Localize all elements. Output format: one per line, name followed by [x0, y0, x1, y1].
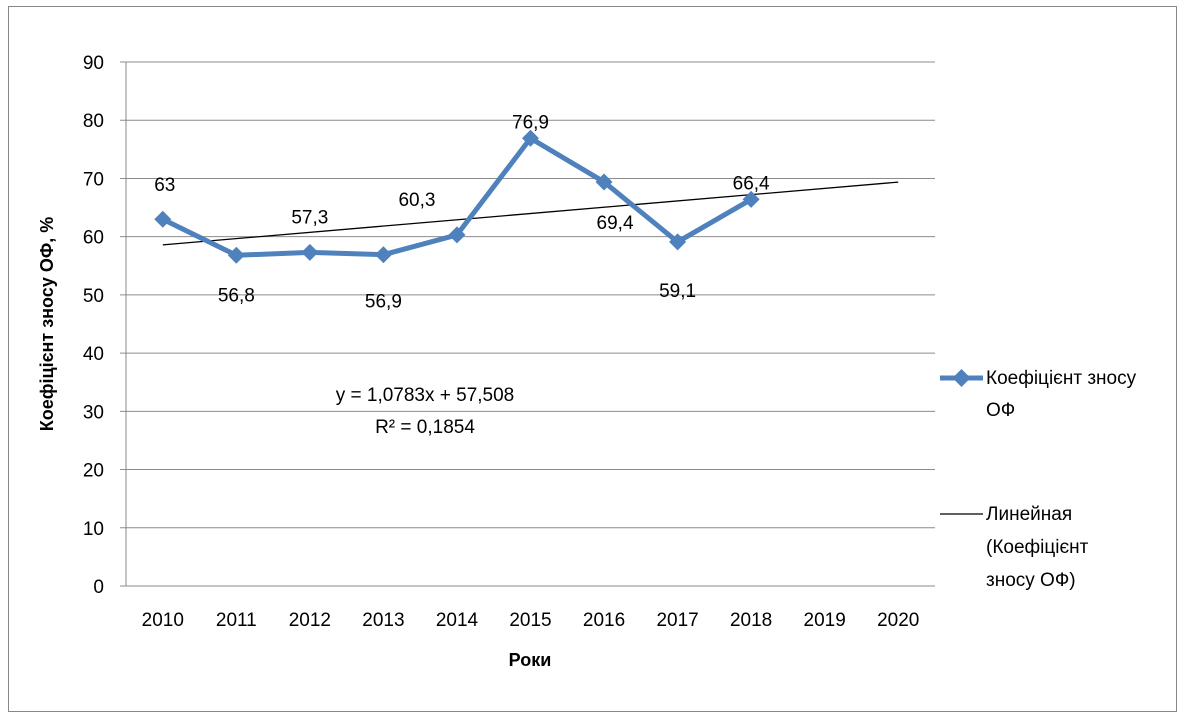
x-tick-label: 2012	[289, 610, 331, 631]
data-point-marker	[301, 243, 319, 261]
x-tick-label: 2013	[362, 610, 404, 631]
y-tick-labels: 0 10 20 30 40 50 60 70 80 90	[83, 53, 104, 598]
data-label: 57,3	[291, 207, 328, 228]
data-label: 63	[154, 175, 175, 196]
data-label: 56,8	[218, 285, 255, 306]
y-axis-title: Коефіцієнт зносу ОФ, %	[37, 217, 57, 431]
trendline-line	[162, 181, 899, 246]
legend-trendline-label-line1: Линейная	[986, 504, 1072, 525]
x-tick-labels: 2010 2011 2012 2013 2014 2015 2016 2017 2018 2019…	[142, 610, 920, 631]
x-tick-label: 2016	[583, 610, 625, 631]
data-label: 59,1	[659, 281, 696, 302]
data-label: 66,4	[733, 173, 770, 194]
y-tick-label: 10	[83, 519, 104, 540]
data-point-marker	[374, 246, 392, 264]
data-point-marker	[522, 129, 539, 147]
y-tick-label: 60	[83, 228, 104, 249]
legend-series-label-line1: Коефіцієнт зносу	[986, 368, 1137, 389]
data-point-marker	[595, 173, 613, 191]
y-tick-label: 80	[83, 111, 104, 132]
markers	[154, 129, 760, 264]
x-tick-label: 2018	[730, 610, 772, 631]
axes	[125, 62, 935, 587]
trendline-equation: y = 1,0783x + 57,508	[336, 385, 515, 406]
legend-trendline-label-line2: (Коефіцієнт	[986, 537, 1089, 558]
data-label: 69,4	[597, 213, 634, 234]
y-tick-label: 20	[83, 461, 104, 482]
y-tick-label: 40	[83, 344, 104, 365]
legend-trendline-label-line3: зносу ОФ)	[986, 570, 1076, 591]
data-point-marker	[742, 190, 760, 208]
legend-series-label-line2: ОФ	[986, 400, 1015, 421]
data-point-marker	[448, 226, 466, 244]
x-tick-label: 2019	[804, 610, 846, 631]
y-tick-label: 30	[83, 402, 104, 423]
data-label: 56,9	[365, 292, 402, 313]
data-point-marker	[669, 233, 687, 251]
trendline	[162, 181, 899, 246]
trendline-r-squared: R² = 0,1854	[375, 417, 475, 438]
data-label: 60,3	[398, 190, 435, 211]
x-tick-label: 2014	[436, 610, 479, 631]
x-tick-label: 2010	[142, 610, 184, 631]
y-tick-label: 90	[83, 53, 104, 74]
y-tick-label: 70	[83, 169, 104, 190]
data-label: 76,9	[512, 112, 549, 133]
x-tick-label: 2015	[509, 610, 551, 631]
x-tick-label: 2020	[877, 610, 919, 631]
data-point-marker	[227, 246, 245, 264]
x-tick-label: 2017	[656, 610, 698, 631]
legend-series-marker	[952, 369, 971, 387]
chart-frame	[8, 6, 1177, 712]
data-labels: 63 56,8 57,3 56,9 60,3 76,9 69,4 59,1 66,4	[154, 112, 770, 312]
x-axis-title: Роки	[509, 650, 552, 670]
y-tick-label: 50	[83, 286, 104, 307]
gridlines	[120, 61, 935, 587]
x-tick-label: 2011	[216, 610, 257, 631]
y-tick-label: 0	[93, 577, 104, 598]
data-point-marker	[154, 210, 172, 228]
legend: Коефіцієнт зносу ОФ Линейная (Коефіцієнт…	[940, 368, 1137, 591]
